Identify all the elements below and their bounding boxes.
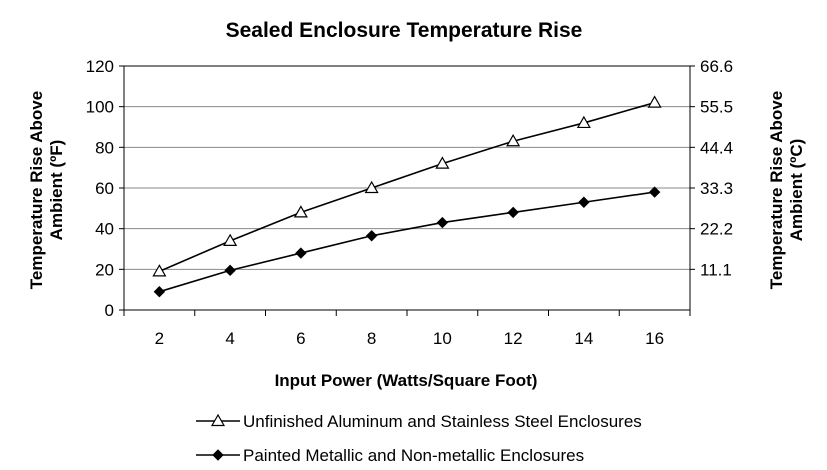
- y-right-tick-label: 66.6: [700, 57, 733, 76]
- data-point: [224, 264, 236, 277]
- y-right-tick-label: 44.4: [700, 138, 733, 157]
- y-left-tick-label: 0: [105, 301, 114, 320]
- gridlines: [124, 106, 690, 270]
- legend-marker: [210, 413, 226, 427]
- y-left-tick-label: 40: [95, 220, 114, 239]
- data-point: [293, 205, 308, 218]
- legend-item-1: Unfinished Aluminum and Stainless Steel …: [196, 412, 642, 431]
- x-tick-label: 6: [296, 329, 305, 348]
- data-point: [435, 156, 450, 169]
- x-tick-label: 8: [367, 329, 376, 348]
- chart-title: Sealed Enclosure Temperature Rise: [226, 19, 583, 42]
- x-tick-label: 14: [574, 329, 593, 348]
- data-point: [578, 196, 590, 208]
- y-right-tick-label: 22.2: [700, 220, 733, 239]
- data-point: [507, 206, 519, 219]
- series-line: [159, 101, 655, 273]
- x-tick-label: 10: [433, 329, 452, 348]
- y-left-tick-label: 60: [95, 179, 114, 198]
- data-point: [223, 233, 238, 246]
- x-tick-label: 4: [225, 329, 234, 348]
- y-axis-right-title-line-1: Temperature Rise Above: [767, 91, 786, 289]
- y-right-tick-label: 55.5: [700, 98, 733, 117]
- series-layer: [152, 95, 662, 298]
- legend-item-2: Painted Metallic and Non-metallic Enclos…: [196, 446, 584, 465]
- legend-label: Painted Metallic and Non-metallic Enclos…: [243, 446, 584, 465]
- series-2: [153, 186, 661, 298]
- x-axis-title: Input Power (Watts/Square Foot): [275, 371, 538, 390]
- axis-ticks: 0 20 40 60 80 100 120 11.1 22.2 33.3 44.4 55.5 66.6 2…: [86, 57, 733, 348]
- data-point: [295, 247, 307, 259]
- data-point: [436, 216, 449, 229]
- y-right-tick-label: 11.1: [700, 260, 732, 279]
- data-point: [153, 285, 166, 298]
- y-left-tick-label: 100: [86, 98, 114, 117]
- data-point: [576, 115, 591, 129]
- data-point: [506, 134, 521, 147]
- y-left-tick-label: 20: [95, 260, 114, 279]
- data-point: [364, 180, 379, 194]
- x-tick-label: 2: [155, 329, 164, 348]
- legend-label: Unfinished Aluminum and Stainless Steel …: [243, 412, 642, 431]
- x-tick-label: 16: [645, 329, 664, 348]
- legend-marker: [212, 449, 224, 461]
- data-point: [648, 186, 661, 198]
- y-axis-left-title-line-2: Ambient (ºF): [47, 140, 66, 241]
- data-point: [647, 95, 662, 108]
- series-1: [152, 95, 662, 277]
- series-line: [159, 191, 655, 293]
- data-point: [365, 230, 378, 242]
- y-left-tick-label: 80: [95, 138, 114, 157]
- y-axis-right-title-line-2: Ambient (ºC): [787, 139, 806, 242]
- y-axis-left-title-line-1: Temperature Rise Above: [27, 91, 46, 289]
- legend: Unfinished Aluminum and Stainless Steel …: [196, 412, 642, 465]
- x-tick-label: 12: [504, 329, 523, 348]
- y-left-tick-label: 120: [86, 57, 114, 76]
- y-right-tick-label: 33.3: [700, 179, 733, 198]
- data-point: [152, 264, 167, 277]
